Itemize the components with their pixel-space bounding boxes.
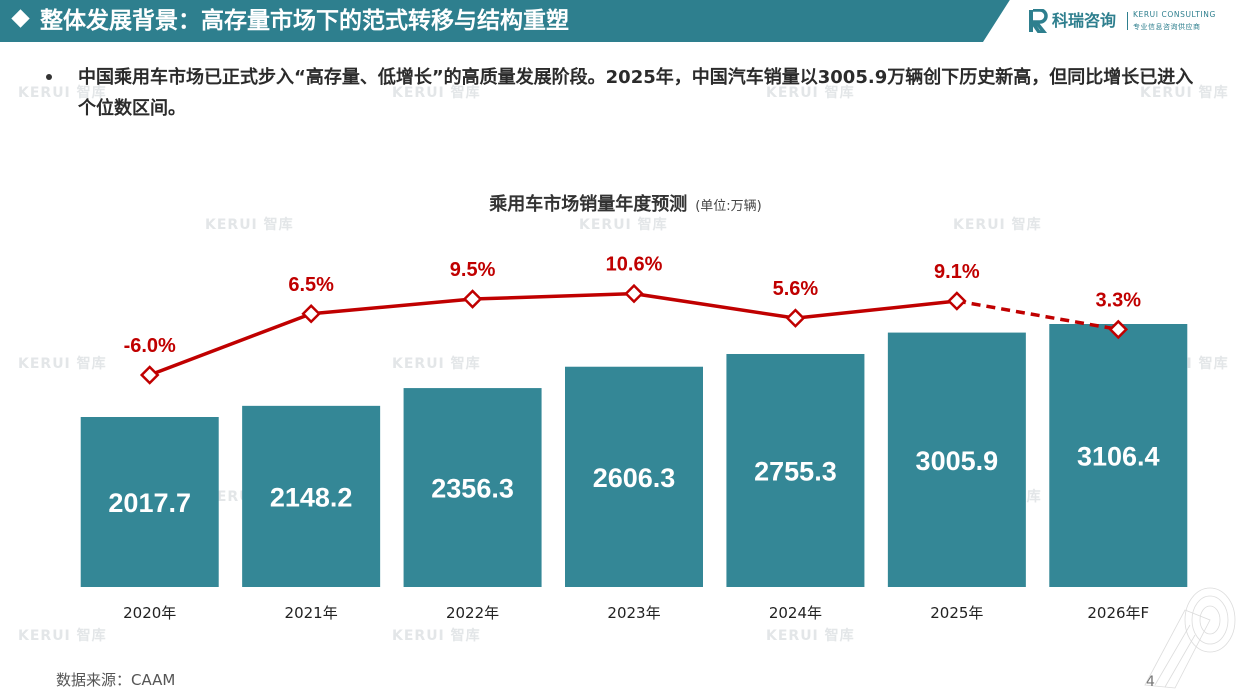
bar-value-label: 3106.4 [1077,442,1160,472]
watermark: KERUI 智库 [1140,85,1229,101]
watermark: KERUI 智库 [392,85,481,101]
bar [1049,324,1188,587]
x-tick-label: 2021年 [285,604,338,622]
bar-value-label: 3005.9 [916,446,999,476]
x-tick-label: 2024年 [769,604,822,622]
bar [565,366,703,587]
bar [726,353,865,587]
watermark: KERUI 智库 [18,628,107,644]
watermark: KERUI 智库 [18,356,107,372]
bar-value-label: 2356.3 [431,474,514,504]
growth-label: 10.6% [606,254,663,276]
growth-point [301,303,321,324]
growth-point [947,291,967,311]
growth-line-segment [310,297,473,316]
watermark: KERUI 智库 [766,85,855,101]
bar-value-label: 2606.3 [593,463,676,493]
bar-value-label: 2755.3 [754,456,837,486]
growth-label: 9.5% [450,259,496,281]
bar [403,388,542,587]
growth-line-segment [956,299,1119,332]
logo-divider [1127,12,1128,30]
summary-text: 中国乘用车市场已正式步入“高存量、低增长”的高质量发展阶段。2025年，中国汽车… [78,67,1194,119]
growth-label: 6.5% [288,274,334,296]
logo-area [983,0,1251,42]
chart-unit: (单位:万辆) [695,199,762,214]
x-tick-label: 2023年 [607,604,660,622]
bar [242,405,381,587]
growth-line-segment [633,291,796,320]
growth-label: 3.3% [1095,289,1141,311]
growth-line-segment [472,291,635,301]
growth-line-segment [149,312,312,377]
x-tick-label: 2022年 [446,604,499,622]
bar [80,417,219,587]
bar [887,332,1026,587]
growth-point [624,283,644,304]
growth-label: 9.1% [934,261,980,283]
growth-label: 5.6% [773,278,819,300]
watermark: KERUI 智库 [392,356,481,372]
growth-line-segment [795,299,958,320]
watermark: KERUI 智库 [392,628,481,644]
bar-value-label: 2148.2 [270,482,353,512]
logo-english: KERUI CONSULTING [1133,10,1216,19]
page-title: 整体发展背景：高存量市场下的范式转移与结构重塑 [40,8,569,34]
watermark: KERUI 智库 [18,85,107,101]
logo-icon [1029,9,1048,33]
watermark: KERUI 智库 [205,217,294,233]
bullet-dot [46,74,52,80]
logo-text: 科瑞咨询 [1052,11,1117,30]
watermark: KERUI 智库 [579,217,668,233]
x-tick-label: 2026年F [1087,604,1149,622]
x-tick-label: 2020年 [123,604,176,622]
growth-point [139,365,160,385]
growth-point [1108,319,1129,340]
x-tick-label: 2025年 [930,604,983,622]
growth-point [462,289,483,309]
logo-tagline: 专业信息咨询供应商 [1133,23,1201,31]
chart-title-row: 乘用车市场销量年度预测 (单位:万辆) [0,190,1251,216]
watermark: KERUI 智库 [953,217,1042,233]
page-number: 4 [1146,674,1155,690]
decorative-graphic [1144,587,1236,689]
chart-title: 乘用车市场销量年度预测 [489,194,688,215]
watermark: KERUI 智库 [766,628,855,644]
data-source: 数据来源：CAAM [56,671,176,689]
bar-value-label: 2017.7 [108,488,191,518]
growth-label: -6.0% [124,335,176,357]
growth-point [785,308,806,328]
